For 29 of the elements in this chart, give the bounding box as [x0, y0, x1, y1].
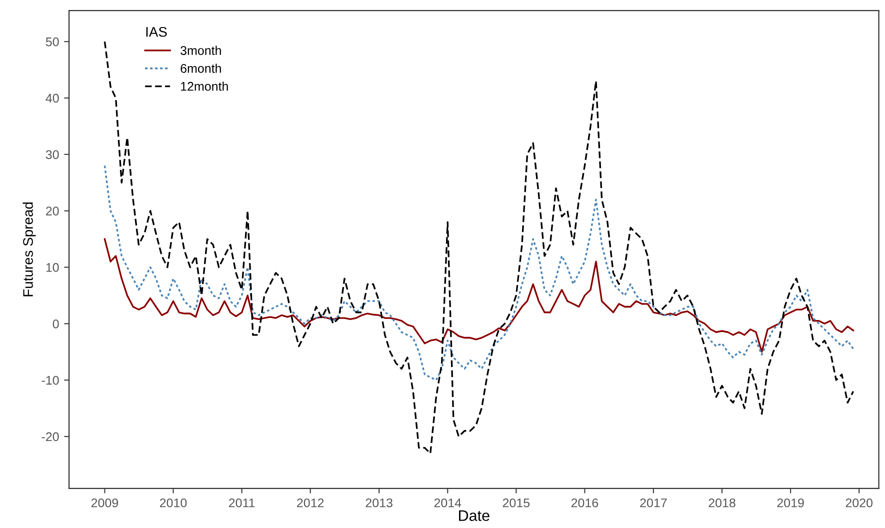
x-tick-label: 2015 [502, 498, 530, 508]
x-tick-label: 2017 [640, 498, 667, 508]
line-series [104, 164, 854, 381]
y-tick-label: 50 [46, 37, 59, 46]
y-axis-title: Futures Spread [22, 202, 36, 296]
x-tick-label: 2013 [366, 498, 392, 508]
x-tick-label: 2012 [297, 498, 324, 508]
x-tick-label: 2010 [160, 498, 187, 508]
y-tick-label: -10 [42, 376, 59, 385]
x-tick-label: 2018 [708, 498, 736, 508]
legend-label: 12month [181, 82, 228, 91]
legend-label: 3month [180, 46, 221, 55]
x-tick-label: 2019 [777, 498, 804, 508]
y-tick-label: 10 [46, 263, 59, 272]
y-tick-label: 30 [46, 150, 59, 160]
x-tick-label: 2011 [228, 498, 255, 508]
legend-title: IAS [146, 26, 167, 37]
x-tick-label: 2014 [434, 498, 462, 508]
x-tick-label: 2009 [91, 498, 118, 508]
x-tick-label: 2020 [846, 498, 873, 508]
line-series [104, 40, 854, 454]
y-tick-label: 0 [52, 319, 59, 328]
x-axis-title: Date [459, 510, 490, 521]
y-tick-label: 20 [46, 206, 59, 216]
line-series [104, 238, 854, 353]
x-tick-label: 2016 [571, 498, 598, 508]
y-tick-label: -20 [42, 432, 59, 442]
y-tick-label: 40 [46, 94, 59, 103]
legend-label: 6month [180, 64, 221, 73]
